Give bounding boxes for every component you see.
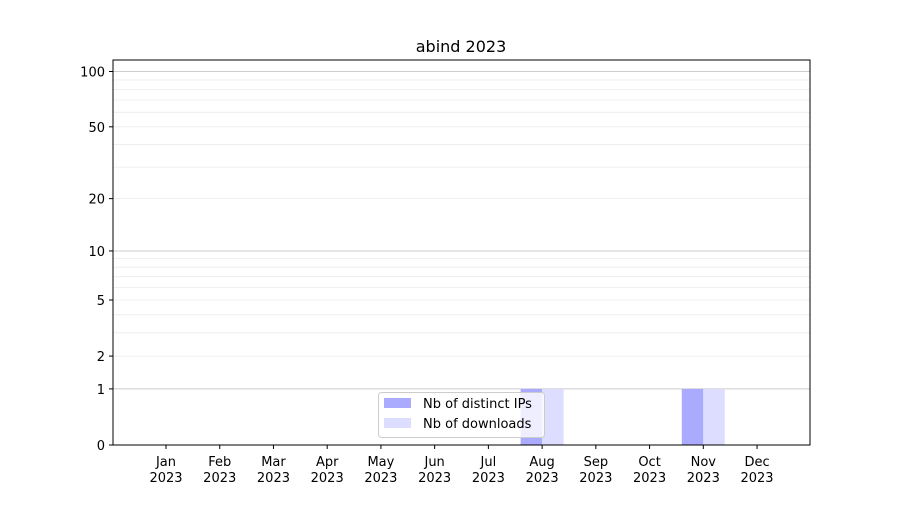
x-tick-label: Nov 2023 — [687, 455, 720, 486]
y-tick-label: 0 — [97, 439, 105, 454]
legend-swatch — [384, 398, 411, 408]
chart-title: abind 2023 — [416, 37, 507, 56]
y-tick-label: 5 — [97, 294, 105, 309]
y-tick-label: 100 — [80, 66, 105, 81]
x-tick-label: Apr 2023 — [311, 455, 344, 486]
legend-label: Nb of distinct IPs — [423, 397, 532, 412]
legend-box — [378, 392, 545, 438]
y-tick-label: 50 — [88, 121, 105, 136]
bar-distinct-ips — [681, 388, 704, 445]
legend-label: Nb of downloads — [423, 417, 532, 432]
x-tick-label: Dec 2023 — [740, 455, 773, 486]
x-tick-label: Aug 2023 — [526, 455, 559, 486]
x-tick-label: Feb 2023 — [203, 455, 236, 486]
legend: Nb of distinct IPs Nb of downloads — [378, 392, 545, 438]
x-tick-label: Oct 2023 — [633, 455, 666, 486]
plot-frame — [112, 59, 811, 446]
y-tick-label: 1 — [97, 383, 105, 398]
x-tick-label: Jan 2023 — [149, 455, 182, 486]
y-tick-label: 2 — [97, 350, 105, 365]
x-tick-label: Jun 2023 — [418, 455, 451, 486]
x-tick-label: Mar 2023 — [257, 455, 290, 486]
y-tick-label: 20 — [88, 193, 105, 208]
bar-downloads — [703, 388, 725, 445]
x-tick-label: Jul 2023 — [472, 455, 505, 486]
bar-downloads — [542, 388, 564, 445]
legend-swatch — [384, 418, 411, 428]
x-tick-label: May 2023 — [364, 455, 397, 486]
y-tick-label: 10 — [88, 245, 105, 260]
x-tick-label: Sep 2023 — [579, 455, 612, 486]
